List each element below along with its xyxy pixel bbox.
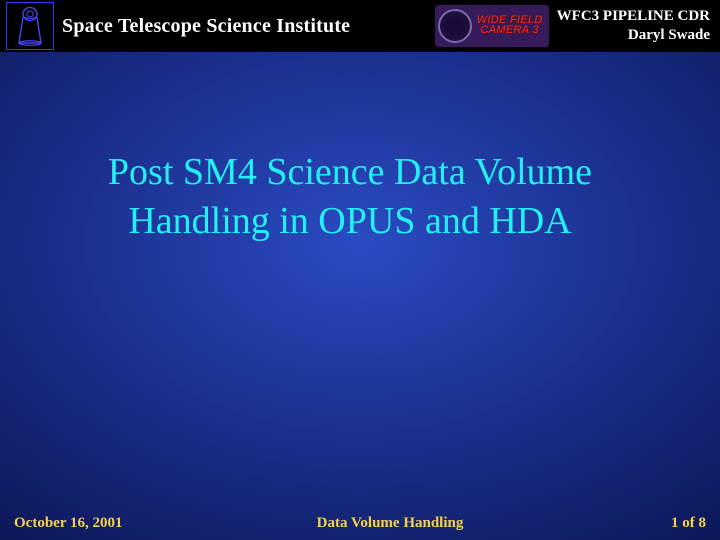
slide: Space Telescope Science Institute WIDE F… [0,0,720,540]
header-right-block: WFC3 PIPELINE CDR Daryl Swade [557,7,710,45]
institute-name: Space Telescope Science Institute [62,15,435,38]
badge-ring-icon [438,9,472,43]
footer-page: 1 of 8 [586,515,706,532]
footer-subject: Data Volume Handling [194,515,586,532]
badge-label: WIDE FIELD CAMERA 3 [473,15,547,35]
telescope-logo-icon [12,6,48,46]
footer-date: October 16, 2001 [14,515,194,532]
slide-header: Space Telescope Science Institute WIDE F… [0,0,720,52]
slide-title: Post SM4 Science Data Volume Handling in… [40,148,660,247]
pipeline-line: WFC3 PIPELINE CDR [557,7,710,26]
stsci-logo [6,2,54,50]
author-line: Daryl Swade [557,26,710,45]
slide-footer: October 16, 2001 Data Volume Handling 1 … [0,512,720,540]
wfc3-badge: WIDE FIELD CAMERA 3 [435,5,549,47]
